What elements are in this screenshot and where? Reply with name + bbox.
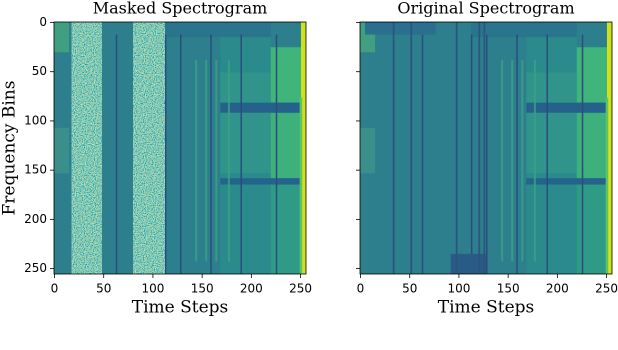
texture: [275, 34, 278, 274]
x-tick-label: 250: [289, 282, 312, 296]
y-tick-label: 100: [24, 113, 47, 127]
texture: [486, 34, 488, 274]
texture: [392, 22, 395, 274]
heatmap-image: [54, 22, 306, 274]
x-tick-label: 250: [595, 282, 618, 296]
x-axis-label: Time Steps: [438, 298, 535, 318]
texture: [450, 253, 486, 274]
y-axis-label: Frequency Bins: [0, 81, 20, 216]
texture: [546, 34, 548, 274]
x-tick-label: 50: [402, 282, 417, 296]
y-tick-label: 250: [24, 261, 47, 275]
texture: [470, 34, 473, 274]
texture: [215, 59, 218, 262]
texture: [270, 47, 301, 103]
x-tick-label: 150: [191, 282, 214, 296]
texture: [360, 127, 376, 174]
texture: [54, 22, 70, 53]
texture: [576, 112, 607, 179]
texture: [605, 97, 609, 274]
texture: [227, 59, 230, 262]
x-tick-label: 200: [240, 282, 263, 296]
texture: [483, 22, 486, 274]
texture: [180, 34, 182, 274]
x-tick-label: 100: [447, 282, 470, 296]
texture: [299, 97, 303, 274]
texture: [521, 59, 524, 262]
texture: [526, 102, 607, 113]
texture: [115, 34, 118, 274]
texture: [410, 22, 413, 274]
x-tick-label: 150: [497, 282, 520, 296]
mask-noise: [71, 22, 102, 274]
texture: [576, 47, 607, 103]
texture: [270, 178, 301, 274]
texture: [164, 22, 271, 38]
y-tick-label: 50: [32, 64, 47, 78]
x-tick-label: 0: [51, 282, 59, 296]
texture: [220, 178, 301, 185]
texture: [533, 59, 536, 262]
texture: [54, 127, 70, 174]
y-tick-label: 150: [24, 163, 47, 177]
texture: [501, 59, 504, 262]
texture: [606, 22, 612, 274]
x-tick-label: 0: [357, 282, 365, 296]
y-tick-label: 0: [39, 15, 47, 29]
texture: [581, 34, 584, 274]
axes-frame: [359, 21, 613, 275]
texture: [300, 22, 306, 274]
texture: [210, 34, 212, 274]
x-tick-label: 200: [546, 282, 569, 296]
chart-title: Masked Spectrogram: [93, 0, 268, 18]
texture: [421, 34, 424, 274]
texture: [576, 178, 607, 274]
texture: [526, 178, 607, 185]
axes-frame: [53, 21, 307, 275]
x-tick-label: 50: [96, 282, 111, 296]
x-tick-label: 100: [141, 282, 164, 296]
x-axis-label: Time Steps: [132, 298, 229, 318]
texture: [270, 112, 301, 179]
texture: [470, 22, 577, 38]
heatmap-image: [360, 22, 612, 274]
texture: [205, 59, 208, 262]
texture: [516, 34, 518, 274]
texture: [195, 59, 198, 262]
texture: [511, 59, 514, 262]
texture: [478, 22, 481, 274]
mask-noise: [133, 22, 165, 274]
texture: [365, 22, 436, 35]
y-tick-label: 200: [24, 212, 47, 226]
chart-title: Original Spectrogram: [397, 0, 574, 18]
texture: [220, 102, 301, 113]
texture: [240, 34, 242, 274]
texture: [455, 22, 458, 274]
texture: [164, 34, 167, 274]
